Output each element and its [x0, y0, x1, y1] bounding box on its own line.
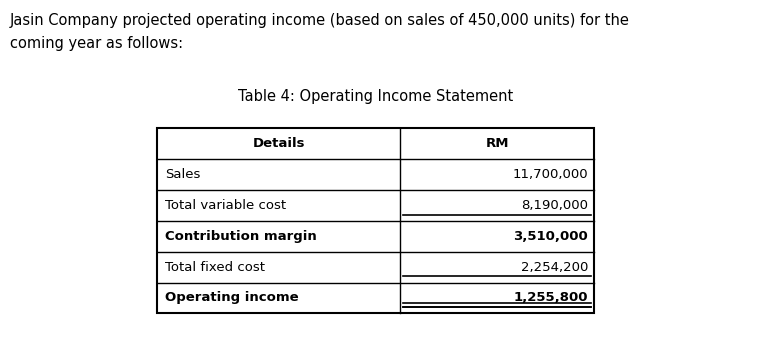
Text: Table 4: Operating Income Statement: Table 4: Operating Income Statement — [239, 89, 513, 104]
Text: Total variable cost: Total variable cost — [165, 199, 286, 212]
Text: Total fixed cost: Total fixed cost — [165, 261, 265, 274]
Text: 2,254,200: 2,254,200 — [521, 261, 588, 274]
Text: 3,510,000: 3,510,000 — [514, 230, 588, 243]
Text: RM: RM — [486, 137, 509, 150]
Text: Jasin Company projected operating income (based on sales of 450,000 units) for t: Jasin Company projected operating income… — [10, 13, 630, 51]
Bar — [157, 128, 594, 313]
Text: Details: Details — [252, 137, 304, 150]
Text: Contribution margin: Contribution margin — [165, 230, 317, 243]
Text: Operating income: Operating income — [165, 292, 298, 304]
Text: 1,255,800: 1,255,800 — [514, 292, 588, 304]
Text: Sales: Sales — [165, 168, 200, 181]
Text: 8,190,000: 8,190,000 — [522, 199, 588, 212]
Text: 11,700,000: 11,700,000 — [512, 168, 588, 181]
